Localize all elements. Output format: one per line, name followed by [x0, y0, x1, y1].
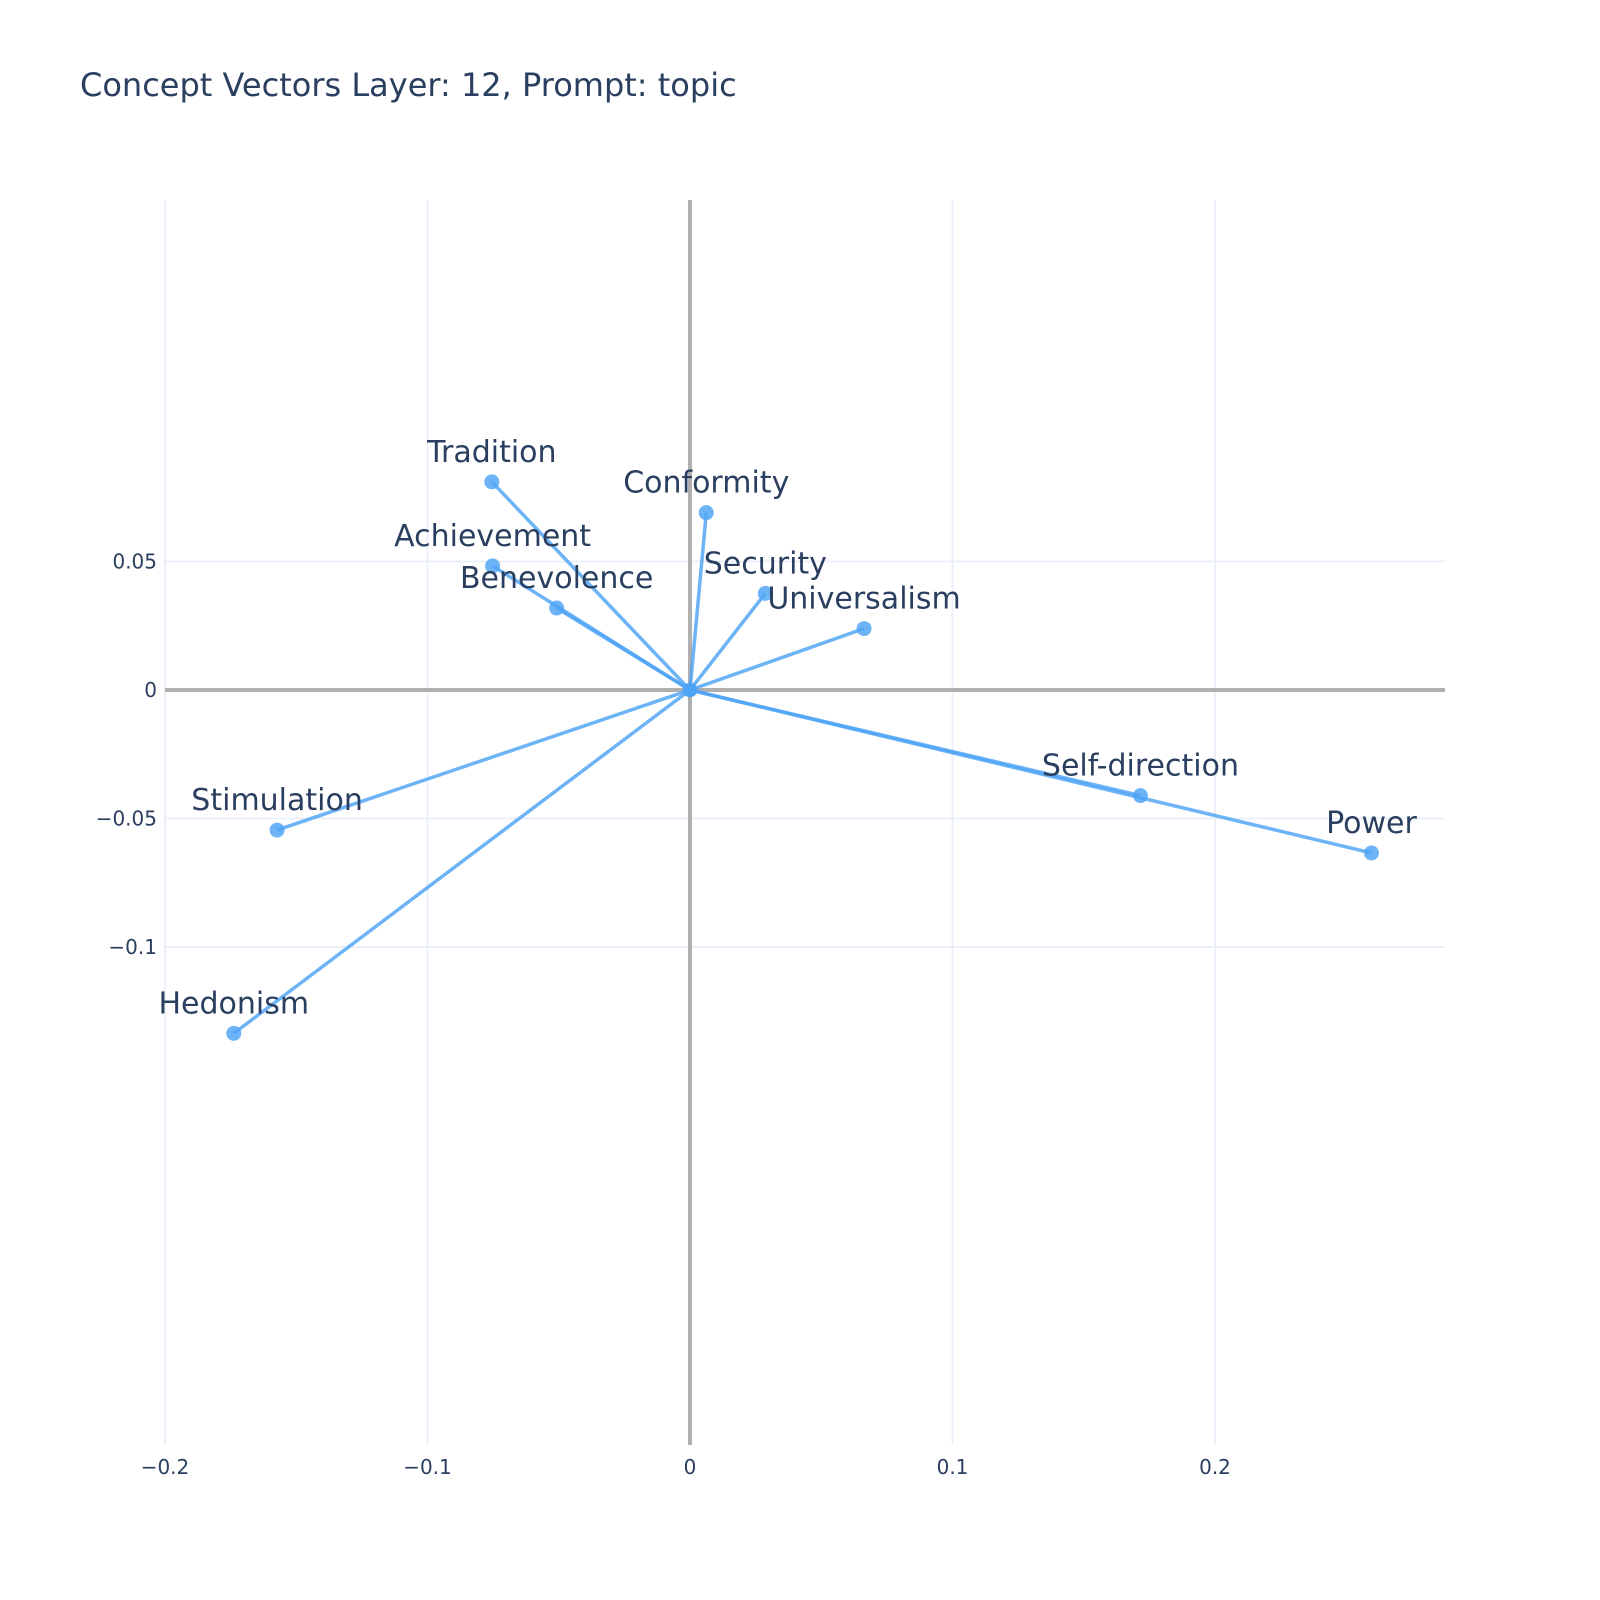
point-label-achievement: Achievement — [394, 519, 591, 554]
point-security — [757, 585, 773, 601]
vector-security — [688, 592, 767, 692]
vector-stimulation — [276, 688, 691, 832]
vector-tradition — [490, 480, 692, 692]
data-points — [226, 474, 1379, 1041]
point-conformity — [698, 505, 714, 521]
x-tick-label: 0.2 — [1199, 1455, 1231, 1479]
point-benevolence — [549, 600, 565, 616]
point-achievement — [485, 558, 501, 574]
x-tick-label: −0.1 — [403, 1455, 452, 1479]
point-tradition — [484, 474, 500, 490]
point-label-stimulation: Stimulation — [191, 783, 363, 818]
vector-power — [689, 688, 1372, 855]
point-label-conformity: Conformity — [623, 466, 789, 501]
point-label-tradition: Tradition — [426, 435, 556, 470]
point-stimulation — [269, 822, 285, 838]
vector-universalism — [689, 626, 865, 692]
chart-title: Concept Vectors Layer: 12, Prompt: topic — [80, 66, 737, 104]
point-hedonism — [226, 1025, 242, 1041]
y-axis-ticks: 0.05 0 −0.05 −0.1 — [96, 550, 157, 960]
y-tick-label: −0.05 — [96, 807, 157, 831]
y-tick-label: −0.1 — [108, 935, 157, 959]
point-power — [1363, 845, 1379, 861]
x-tick-label: 0 — [684, 1455, 697, 1479]
vector-lines — [232, 480, 1372, 1035]
vector-conformity — [688, 512, 709, 691]
point-label-benevolence: Benevolence — [460, 561, 653, 596]
y-tick-label: 0 — [144, 678, 157, 702]
y-tick-label: 0.05 — [112, 550, 157, 574]
point-self-direction — [1132, 788, 1148, 804]
vector-hedonism — [232, 688, 692, 1035]
point-label-self-direction: Self-direction — [1042, 749, 1239, 784]
grid-lines — [164, 200, 1445, 1445]
origin-point-hedonism — [683, 683, 697, 697]
point-labels: Tradition Conformity Achievement Security Be… — [158, 435, 1417, 1022]
point-label-universalism: Universalism — [767, 582, 960, 617]
point-label-security: Security — [704, 546, 827, 581]
point-label-hedonism: Hedonism — [158, 986, 309, 1021]
x-tick-label: 0.1 — [937, 1455, 969, 1479]
point-label-power: Power — [1326, 806, 1417, 841]
zero-lines — [165, 200, 1445, 1445]
x-tick-label: −0.2 — [141, 1455, 190, 1479]
vector-benevolence — [555, 606, 691, 692]
point-universalism — [856, 621, 872, 637]
x-axis-ticks: −0.2 −0.1 0 0.1 0.2 — [141, 1455, 1231, 1479]
